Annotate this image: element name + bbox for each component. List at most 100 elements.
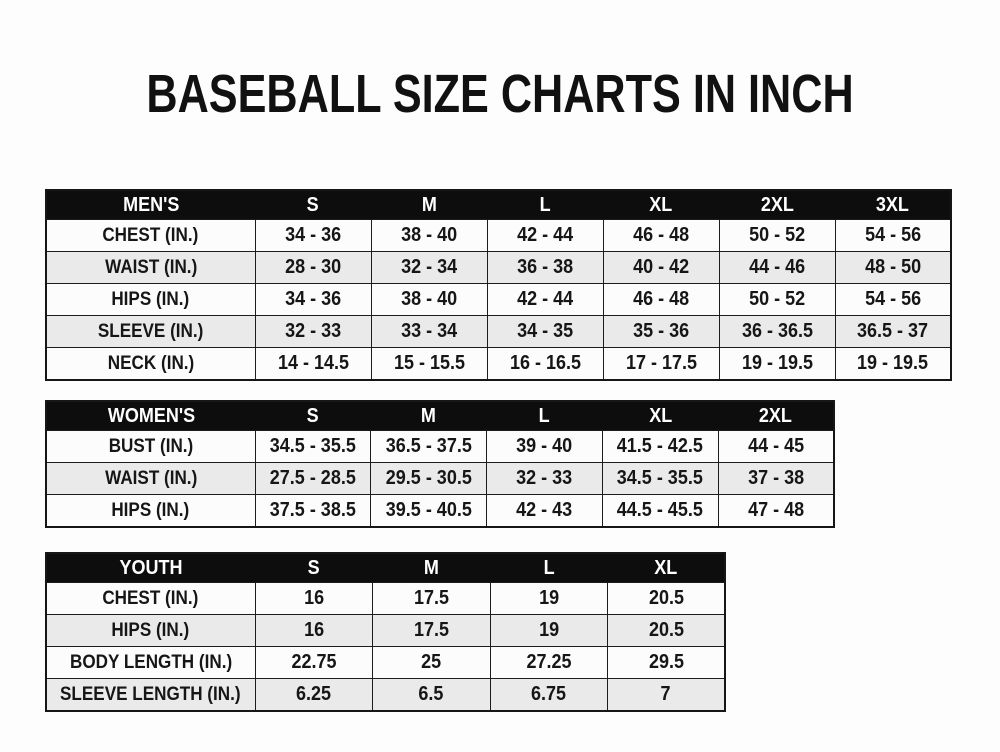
size-value: 17.5 [413, 587, 449, 609]
size-column-header: XL [602, 401, 719, 431]
table-row: BUST (IN.) 34.5 - 35.5 36.5 - 37.5 39 - 40 4… [45, 430, 835, 463]
size-value: 25 [421, 651, 442, 673]
size-column-header: 2XL [718, 401, 834, 431]
measurement-label-cell: WAIST (IN.) [45, 462, 256, 495]
size-value-cell: 36.5 - 37 [834, 315, 952, 348]
size-value: 47 - 48 [747, 499, 804, 521]
table-row: HIPS (IN.) 16 17.5 19 20.5 [45, 614, 726, 647]
size-value: 34 - 36 [284, 288, 342, 310]
measurement-label-cell: SLEEVE LENGTH (IN.) [45, 678, 256, 712]
size-value: 50 - 52 [748, 224, 806, 246]
table-row: CHEST (IN.) 34 - 36 38 - 40 42 - 44 46 - 48 5… [45, 219, 952, 252]
youth-size-table: YOUTH S M L XL CHEST (IN.) 16 17.5 19 20.5 HIPS (I… [45, 552, 726, 712]
measurement-label: BODY LENGTH (IN.) [69, 651, 232, 673]
measurement-label-cell: BUST (IN.) [45, 430, 256, 463]
size-value-cell: 44 - 45 [717, 430, 835, 463]
table-row: SLEEVE LENGTH (IN.) 6.25 6.5 6.75 7 [45, 678, 726, 712]
size-value-cell: 34.5 - 35.5 [601, 462, 719, 495]
header-label: MEN'S [122, 193, 180, 216]
size-value: 48 - 50 [864, 256, 921, 278]
size-value-cell: 14 - 14.5 [254, 347, 372, 381]
size-value-cell: 19 - 19.5 [718, 347, 836, 381]
header-label: M [421, 404, 437, 427]
header-label: M [421, 193, 437, 216]
size-value-cell: 19 [489, 614, 608, 647]
size-value-cell: 34 - 36 [254, 283, 372, 316]
size-value: 19 - 19.5 [741, 352, 813, 374]
size-value-cell: 34 - 36 [254, 219, 372, 252]
size-value: 27.5 - 28.5 [269, 467, 356, 489]
table-row: HIPS (IN.) 34 - 36 38 - 40 42 - 44 46 - 48 50… [45, 283, 952, 316]
table-row: WAIST (IN.) 27.5 - 28.5 29.5 - 30.5 32 - 33… [45, 462, 835, 495]
size-value-cell: 50 - 52 [718, 283, 836, 316]
size-value-cell: 33 - 34 [370, 315, 488, 348]
size-value: 19 [538, 587, 559, 609]
size-value: 20.5 [648, 619, 684, 641]
size-value-cell: 28 - 30 [254, 251, 372, 284]
size-value: 19 [538, 619, 559, 641]
size-value: 27.25 [526, 651, 572, 673]
size-value-cell: 38 - 40 [370, 283, 488, 316]
group-header-cell: WOMEN'S [46, 401, 255, 431]
table-row: NECK (IN.) 14 - 14.5 15 - 15.5 16 - 16.5 17 … [45, 347, 952, 381]
size-value: 32 - 33 [284, 320, 342, 342]
size-value: 36 - 36.5 [741, 320, 813, 342]
size-value-cell: 25 [372, 646, 491, 679]
size-value-cell: 46 - 48 [602, 219, 720, 252]
measurement-label-cell: HIPS (IN.) [45, 614, 256, 647]
header-label: YOUTH [119, 556, 183, 579]
size-value: 39 - 40 [516, 435, 573, 457]
size-value: 36.5 - 37 [857, 320, 929, 342]
size-column-header: M [370, 401, 487, 431]
size-value: 28 - 30 [284, 256, 342, 278]
header-row: YOUTH S M L XL [46, 553, 725, 583]
size-value-cell: 46 - 48 [602, 283, 720, 316]
size-value-cell: 35 - 36 [602, 315, 720, 348]
table-row: SLEEVE (IN.) 32 - 33 33 - 34 34 - 35 35 - 36… [45, 315, 952, 348]
size-column-header: 2XL [719, 190, 835, 220]
size-value-cell: 16 [254, 614, 373, 647]
size-value: 33 - 34 [400, 320, 458, 342]
size-value: 16 [303, 619, 324, 641]
size-column-header: XL [607, 553, 725, 583]
header-label: L [538, 404, 550, 427]
size-value-cell: 20.5 [607, 614, 726, 647]
measurement-label-cell: NECK (IN.) [45, 347, 256, 381]
size-value-cell: 29.5 - 30.5 [370, 462, 488, 495]
measurement-label: CHEST (IN.) [102, 587, 199, 609]
measurement-label: WAIST (IN.) [104, 256, 197, 278]
size-value: 17.5 [413, 619, 449, 641]
header-label: M [423, 556, 439, 579]
header-row: WOMEN'S S M L XL 2XL [46, 401, 834, 431]
size-value-cell: 36 - 36.5 [718, 315, 836, 348]
size-column-header: L [486, 401, 603, 431]
measurement-label: WAIST (IN.) [104, 467, 197, 489]
size-value: 46 - 48 [632, 288, 690, 310]
table-row: CHEST (IN.) 16 17.5 19 20.5 [45, 582, 726, 615]
size-column-header: S [255, 401, 371, 431]
size-value: 20.5 [648, 587, 684, 609]
size-column-header: XL [603, 190, 719, 220]
size-value-cell: 37 - 38 [717, 462, 835, 495]
size-value: 6.25 [296, 683, 332, 705]
size-value-cell: 17 - 17.5 [602, 347, 720, 381]
size-value-cell: 34 - 35 [486, 315, 604, 348]
measurement-label: NECK (IN.) [107, 352, 194, 374]
measurement-label: BUST (IN.) [108, 435, 194, 457]
size-value: 54 - 56 [864, 288, 921, 310]
size-value-cell: 39.5 - 40.5 [370, 494, 488, 528]
header-label: L [543, 556, 555, 579]
size-column-header: L [487, 190, 603, 220]
size-value: 36 - 38 [516, 256, 574, 278]
size-value-cell: 17.5 [372, 582, 491, 615]
size-column-header: M [372, 553, 490, 583]
size-value-cell: 41.5 - 42.5 [601, 430, 719, 463]
measurement-label-cell: BODY LENGTH (IN.) [45, 646, 256, 679]
size-column-header: 3XL [835, 190, 951, 220]
size-value: 7 [660, 683, 672, 705]
header-label: S [307, 556, 320, 579]
size-value-cell: 42 - 44 [486, 219, 604, 252]
table-row: HIPS (IN.) 37.5 - 38.5 39.5 - 40.5 42 - 43 4… [45, 494, 835, 528]
size-value: 17 - 17.5 [625, 352, 697, 374]
